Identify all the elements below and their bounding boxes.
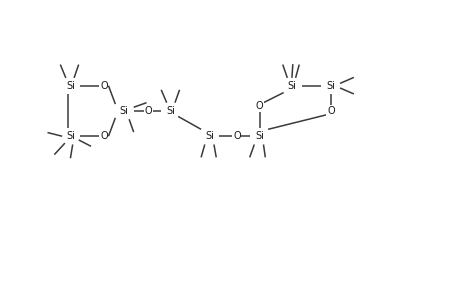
Text: Si: Si: [119, 106, 128, 116]
Text: Si: Si: [204, 131, 213, 141]
Text: O: O: [326, 106, 334, 116]
Text: O: O: [100, 81, 107, 91]
Text: O: O: [256, 101, 263, 111]
Text: Si: Si: [167, 106, 175, 116]
Text: Si: Si: [66, 131, 75, 141]
Text: O: O: [233, 131, 240, 141]
Text: Si: Si: [255, 131, 263, 141]
Text: Si: Si: [326, 81, 335, 91]
Text: O: O: [100, 131, 107, 141]
Text: Si: Si: [287, 81, 296, 91]
Text: O: O: [144, 106, 152, 116]
Text: Si: Si: [66, 81, 75, 91]
